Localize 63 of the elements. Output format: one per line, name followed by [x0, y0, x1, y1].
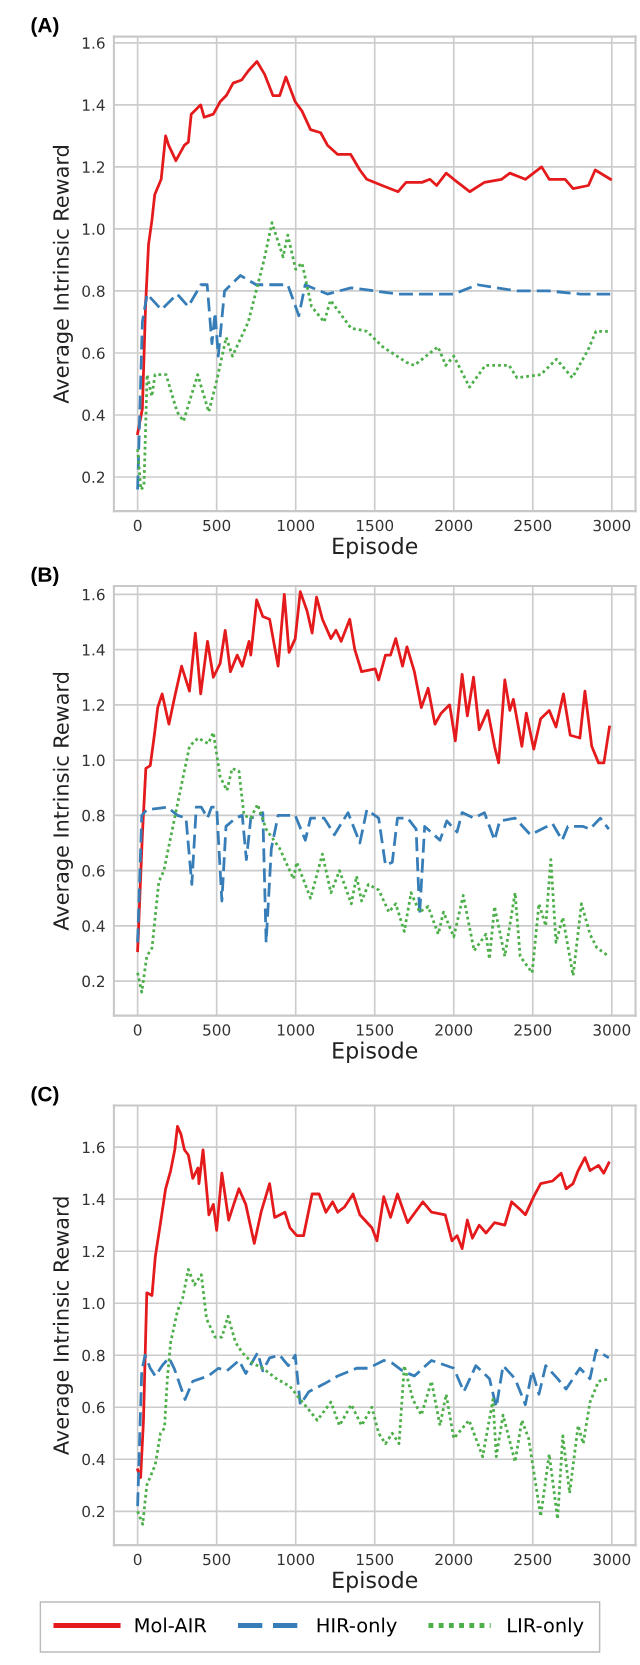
chart-title: (C) [31, 1086, 59, 1106]
y-tick-label: 0.2 [82, 471, 105, 484]
x-tick-label: 3000 [593, 519, 631, 532]
y-axis-title: Average Intrinsic Reward [52, 1197, 73, 1455]
line-series [136, 60, 612, 436]
y-tick-label: 1.6 [82, 1141, 105, 1154]
y-tick-label: 1.0 [82, 1297, 105, 1310]
y-tick-label: 1.2 [82, 161, 105, 173]
x-tick-label: 2000 [435, 519, 473, 532]
y-tick-label: 1.2 [82, 1245, 105, 1258]
y-tick-label: 1.0 [82, 223, 105, 235]
y-tick-label: 0.6 [82, 1401, 105, 1414]
line-series [136, 1124, 611, 1479]
x-tick-label: 1500 [356, 1024, 394, 1036]
x-tick-label: 2500 [514, 1553, 552, 1566]
y-tick-label: 0.2 [82, 975, 105, 988]
y-tick-label: 1.4 [82, 99, 105, 111]
y-tick-label: 0.4 [82, 1453, 105, 1466]
chart-title: (A) [31, 17, 59, 37]
y-tick-label: 0.8 [82, 809, 105, 822]
x-tick-label: 3000 [593, 1024, 631, 1036]
x-tick-label: 0 [133, 1553, 142, 1566]
x-tick-label: 2500 [514, 519, 552, 532]
x-tick-label: 500 [203, 1553, 231, 1566]
x-tick-label: 500 [203, 519, 231, 532]
x-tick-label: 1000 [277, 1553, 315, 1566]
x-tick-label: 1500 [356, 519, 394, 532]
legend-label: Mol-AIR [135, 1617, 207, 1633]
x-tick-label: 0 [133, 1024, 142, 1036]
x-axis-title: Episode [333, 537, 418, 559]
y-tick-label: 0.4 [82, 409, 105, 422]
line-series [136, 274, 612, 491]
line-series [136, 805, 611, 944]
y-tick-label: 0.6 [82, 865, 105, 877]
y-tick-label: 1.0 [82, 754, 105, 767]
y-tick-label: 0.6 [82, 347, 105, 359]
x-tick-label: 2500 [514, 1024, 552, 1036]
x-tick-label: 1500 [356, 1553, 394, 1566]
y-tick-label: 0.8 [82, 285, 105, 297]
x-tick-label: 3000 [593, 1553, 631, 1566]
x-axis-title: Episode [333, 1041, 418, 1064]
legend-label: LIR-only [508, 1617, 584, 1637]
y-axis-title: Average Intrinsic Reward [52, 146, 73, 404]
y-tick-label: 0.8 [82, 1349, 105, 1362]
y-tick-label: 1.6 [82, 37, 105, 49]
y-tick-label: 0.2 [82, 1505, 105, 1518]
x-tick-label: 0 [133, 519, 142, 532]
x-tick-label: 1000 [277, 1024, 315, 1036]
y-tick-label: 1.6 [82, 588, 105, 601]
legend-label: HIR-only [317, 1617, 397, 1637]
y-tick-label: 0.4 [82, 920, 105, 932]
y-tick-label: 1.4 [82, 1193, 105, 1205]
y-tick-label: 1.2 [82, 699, 105, 711]
x-axis-title: Episode [333, 1571, 418, 1593]
x-tick-label: 1000 [277, 519, 315, 532]
x-tick-label: 2000 [435, 1553, 473, 1566]
line-series [136, 1348, 611, 1508]
line-series [136, 590, 611, 953]
y-axis-title: Average Intrinsic Reward [52, 672, 73, 931]
x-tick-label: 2000 [435, 1024, 473, 1036]
y-tick-label: 1.4 [82, 644, 105, 656]
x-tick-label: 500 [203, 1024, 231, 1036]
chart-title: (B) [31, 566, 59, 587]
